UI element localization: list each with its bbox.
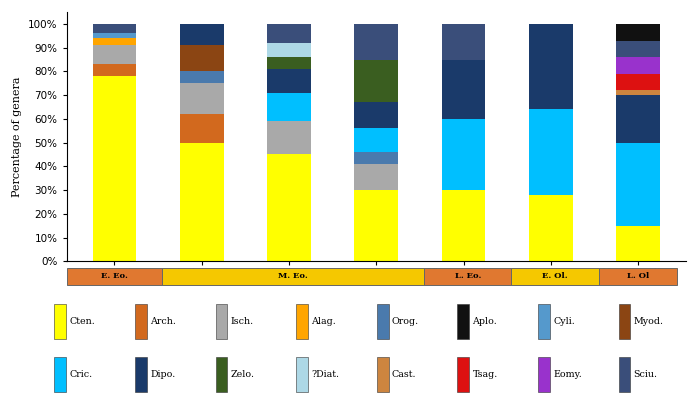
Bar <box>619 357 631 392</box>
Bar <box>296 305 308 339</box>
Bar <box>180 114 223 143</box>
Text: Sciu.: Sciu. <box>634 370 658 379</box>
Bar <box>267 24 311 43</box>
Text: Aplo.: Aplo. <box>473 318 497 326</box>
Bar <box>55 305 66 339</box>
Text: ?Diat.: ?Diat. <box>312 370 340 379</box>
Bar <box>135 305 147 339</box>
Bar <box>538 357 550 392</box>
Bar <box>92 24 136 34</box>
Bar <box>267 57 311 69</box>
Bar <box>267 69 311 93</box>
Text: Dipo.: Dipo. <box>150 370 175 379</box>
Text: E. Ol.: E. Ol. <box>542 273 568 280</box>
Text: Arch.: Arch. <box>150 318 176 326</box>
Bar <box>296 357 308 392</box>
Bar <box>354 128 398 152</box>
Bar <box>619 305 631 339</box>
Bar <box>66 268 162 285</box>
Bar <box>616 95 660 143</box>
Bar <box>92 34 136 38</box>
Bar <box>55 357 66 392</box>
Bar <box>354 60 398 102</box>
Bar <box>180 143 223 261</box>
Bar <box>180 24 223 45</box>
Bar <box>616 24 660 40</box>
Bar <box>512 268 598 285</box>
Text: L. Ol: L. Ol <box>627 273 649 280</box>
Bar <box>92 45 136 64</box>
Text: Cyli.: Cyli. <box>553 318 575 326</box>
Text: E. Eo.: E. Eo. <box>101 273 128 280</box>
Bar <box>267 121 311 154</box>
Bar <box>616 226 660 261</box>
Bar <box>442 24 485 60</box>
Bar <box>457 305 469 339</box>
Text: Isch.: Isch. <box>231 318 254 326</box>
Bar <box>216 305 228 339</box>
Bar <box>598 268 678 285</box>
Bar <box>616 74 660 90</box>
Text: L. Eo.: L. Eo. <box>455 273 481 280</box>
Bar <box>267 93 311 121</box>
Text: Cten.: Cten. <box>69 318 95 326</box>
Text: Cast.: Cast. <box>392 370 416 379</box>
Bar <box>616 40 660 57</box>
Bar <box>354 102 398 128</box>
Bar <box>424 268 512 285</box>
Text: Cric.: Cric. <box>69 370 92 379</box>
Text: Eomy.: Eomy. <box>553 370 582 379</box>
Bar <box>616 143 660 226</box>
Bar <box>92 38 136 45</box>
Bar <box>180 71 223 83</box>
Text: Tsag.: Tsag. <box>473 370 498 379</box>
Text: Alag.: Alag. <box>312 318 336 326</box>
Bar <box>538 305 550 339</box>
Bar <box>354 152 398 164</box>
Bar <box>92 64 136 76</box>
Text: M. Eo.: M. Eo. <box>279 273 308 280</box>
Y-axis label: Percentage of genera: Percentage of genera <box>13 77 22 197</box>
Bar <box>442 190 485 261</box>
Bar <box>377 357 389 392</box>
Bar <box>180 45 223 71</box>
Text: Orog.: Orog. <box>392 318 419 326</box>
Bar <box>135 357 147 392</box>
Text: Myod.: Myod. <box>634 318 664 326</box>
Bar <box>529 109 573 195</box>
Bar <box>267 154 311 261</box>
Bar <box>92 76 136 261</box>
Bar <box>180 83 223 114</box>
Bar <box>616 57 660 74</box>
Bar <box>354 190 398 261</box>
Bar <box>377 305 389 339</box>
Bar <box>442 119 485 190</box>
Text: Zelo.: Zelo. <box>231 370 255 379</box>
Bar <box>457 357 469 392</box>
Bar <box>354 24 398 60</box>
Bar <box>529 24 573 109</box>
Bar <box>616 90 660 95</box>
Bar <box>267 43 311 57</box>
Bar <box>442 60 485 119</box>
Bar <box>354 164 398 190</box>
Bar <box>162 268 424 285</box>
Bar <box>216 357 228 392</box>
Bar <box>529 195 573 261</box>
